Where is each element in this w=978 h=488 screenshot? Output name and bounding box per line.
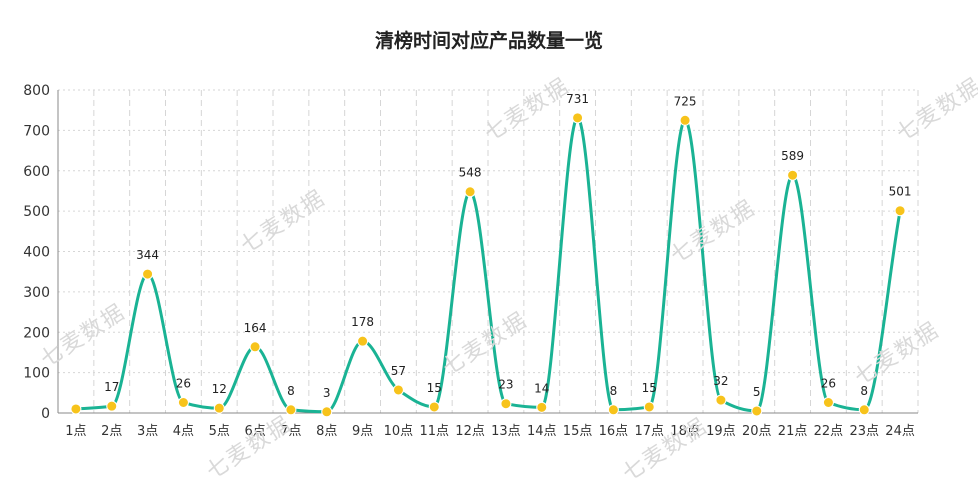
x-tick-label: 22点	[814, 424, 844, 439]
data-label: 32	[713, 374, 728, 388]
x-tick-label: 9点	[352, 424, 373, 439]
x-tick-label: 11点	[419, 424, 449, 439]
data-label: 5	[753, 385, 761, 399]
data-label: 725	[674, 94, 697, 108]
data-label: 178	[351, 315, 374, 329]
x-tick-label: 19点	[706, 424, 736, 439]
x-tick-label: 4点	[173, 424, 194, 439]
data-point	[428, 401, 440, 413]
data-label: 3	[323, 386, 331, 400]
data-point	[249, 341, 261, 353]
x-tick-label: 6点	[244, 424, 265, 439]
data-point	[321, 406, 333, 418]
x-tick-label: 5点	[209, 424, 230, 439]
x-tick-label: 12点	[455, 424, 485, 439]
data-point	[643, 401, 655, 413]
y-tick-label: 700	[23, 123, 50, 139]
data-label: 15	[642, 381, 657, 395]
data-label: 12	[212, 382, 227, 396]
data-label: 57	[391, 364, 406, 378]
data-point	[392, 384, 404, 396]
y-tick-label: 300	[23, 285, 50, 301]
data-point	[751, 405, 763, 417]
x-tick-label: 8点	[316, 424, 337, 439]
data-point	[213, 402, 225, 414]
data-label: 26	[821, 377, 836, 391]
data-point	[500, 398, 512, 410]
data-point	[285, 404, 297, 416]
data-label: 8	[287, 384, 295, 398]
data-point	[607, 404, 619, 416]
data-label: 731	[566, 92, 589, 106]
y-tick-label: 100	[23, 366, 50, 382]
y-tick-label: 500	[23, 204, 50, 220]
x-tick-label: 14点	[527, 424, 557, 439]
y-tick-label: 600	[23, 164, 50, 180]
x-tick-label: 18点	[670, 424, 700, 439]
data-point	[177, 397, 189, 409]
x-tick-label: 1点	[65, 424, 86, 439]
data-point	[894, 205, 906, 217]
data-label: 164	[244, 321, 267, 335]
x-tick-label: 16点	[599, 424, 629, 439]
data-point	[572, 112, 584, 124]
y-tick-label: 200	[23, 325, 50, 341]
data-point	[357, 335, 369, 347]
data-point	[464, 186, 476, 198]
data-label: 548	[459, 166, 482, 180]
chart-title: 清榜时间对应产品数量一览	[374, 30, 603, 52]
data-point	[679, 114, 691, 126]
data-label: 8	[860, 384, 868, 398]
y-tick-label: 0	[41, 406, 50, 422]
data-point	[142, 268, 154, 280]
data-point	[858, 404, 870, 416]
data-label: 344	[136, 248, 159, 262]
x-tick-label: 2点	[101, 424, 122, 439]
x-tick-label: 13点	[491, 424, 521, 439]
data-label: 15	[427, 381, 442, 395]
data-point	[106, 400, 118, 412]
data-label: 501	[889, 185, 912, 199]
y-tick-label: 400	[23, 245, 50, 261]
data-label: 589	[781, 149, 804, 163]
x-tick-label: 17点	[634, 424, 664, 439]
data-point	[536, 401, 548, 413]
data-label: 26	[176, 377, 191, 391]
data-label: 8	[610, 384, 618, 398]
x-tick-label: 23点	[849, 424, 879, 439]
x-tick-label: 7点	[280, 424, 301, 439]
data-label: 17	[104, 380, 119, 394]
data-point	[715, 394, 727, 406]
x-tick-label: 21点	[778, 424, 808, 439]
x-tick-label: 10点	[384, 424, 414, 439]
line-chart: 0 100 200 300 400 500 600 700 800 1点 2点 3点 4点 5点 6点 7点 8…	[23, 83, 919, 439]
chart-container: 清榜时间对应产品数量一览 0 100 200 300 400 500 600 700 800 1点…	[23, 30, 978, 487]
y-tick-label: 800	[23, 83, 50, 99]
data-point	[70, 403, 82, 415]
data-label: 14	[534, 381, 549, 395]
data-point	[822, 397, 834, 409]
x-tick-label: 20点	[742, 424, 772, 439]
x-tick-label: 15点	[563, 424, 593, 439]
data-point	[787, 169, 799, 181]
data-label: 23	[498, 378, 513, 392]
x-tick-label: 3点	[137, 424, 158, 439]
x-tick-label: 24点	[885, 424, 915, 439]
